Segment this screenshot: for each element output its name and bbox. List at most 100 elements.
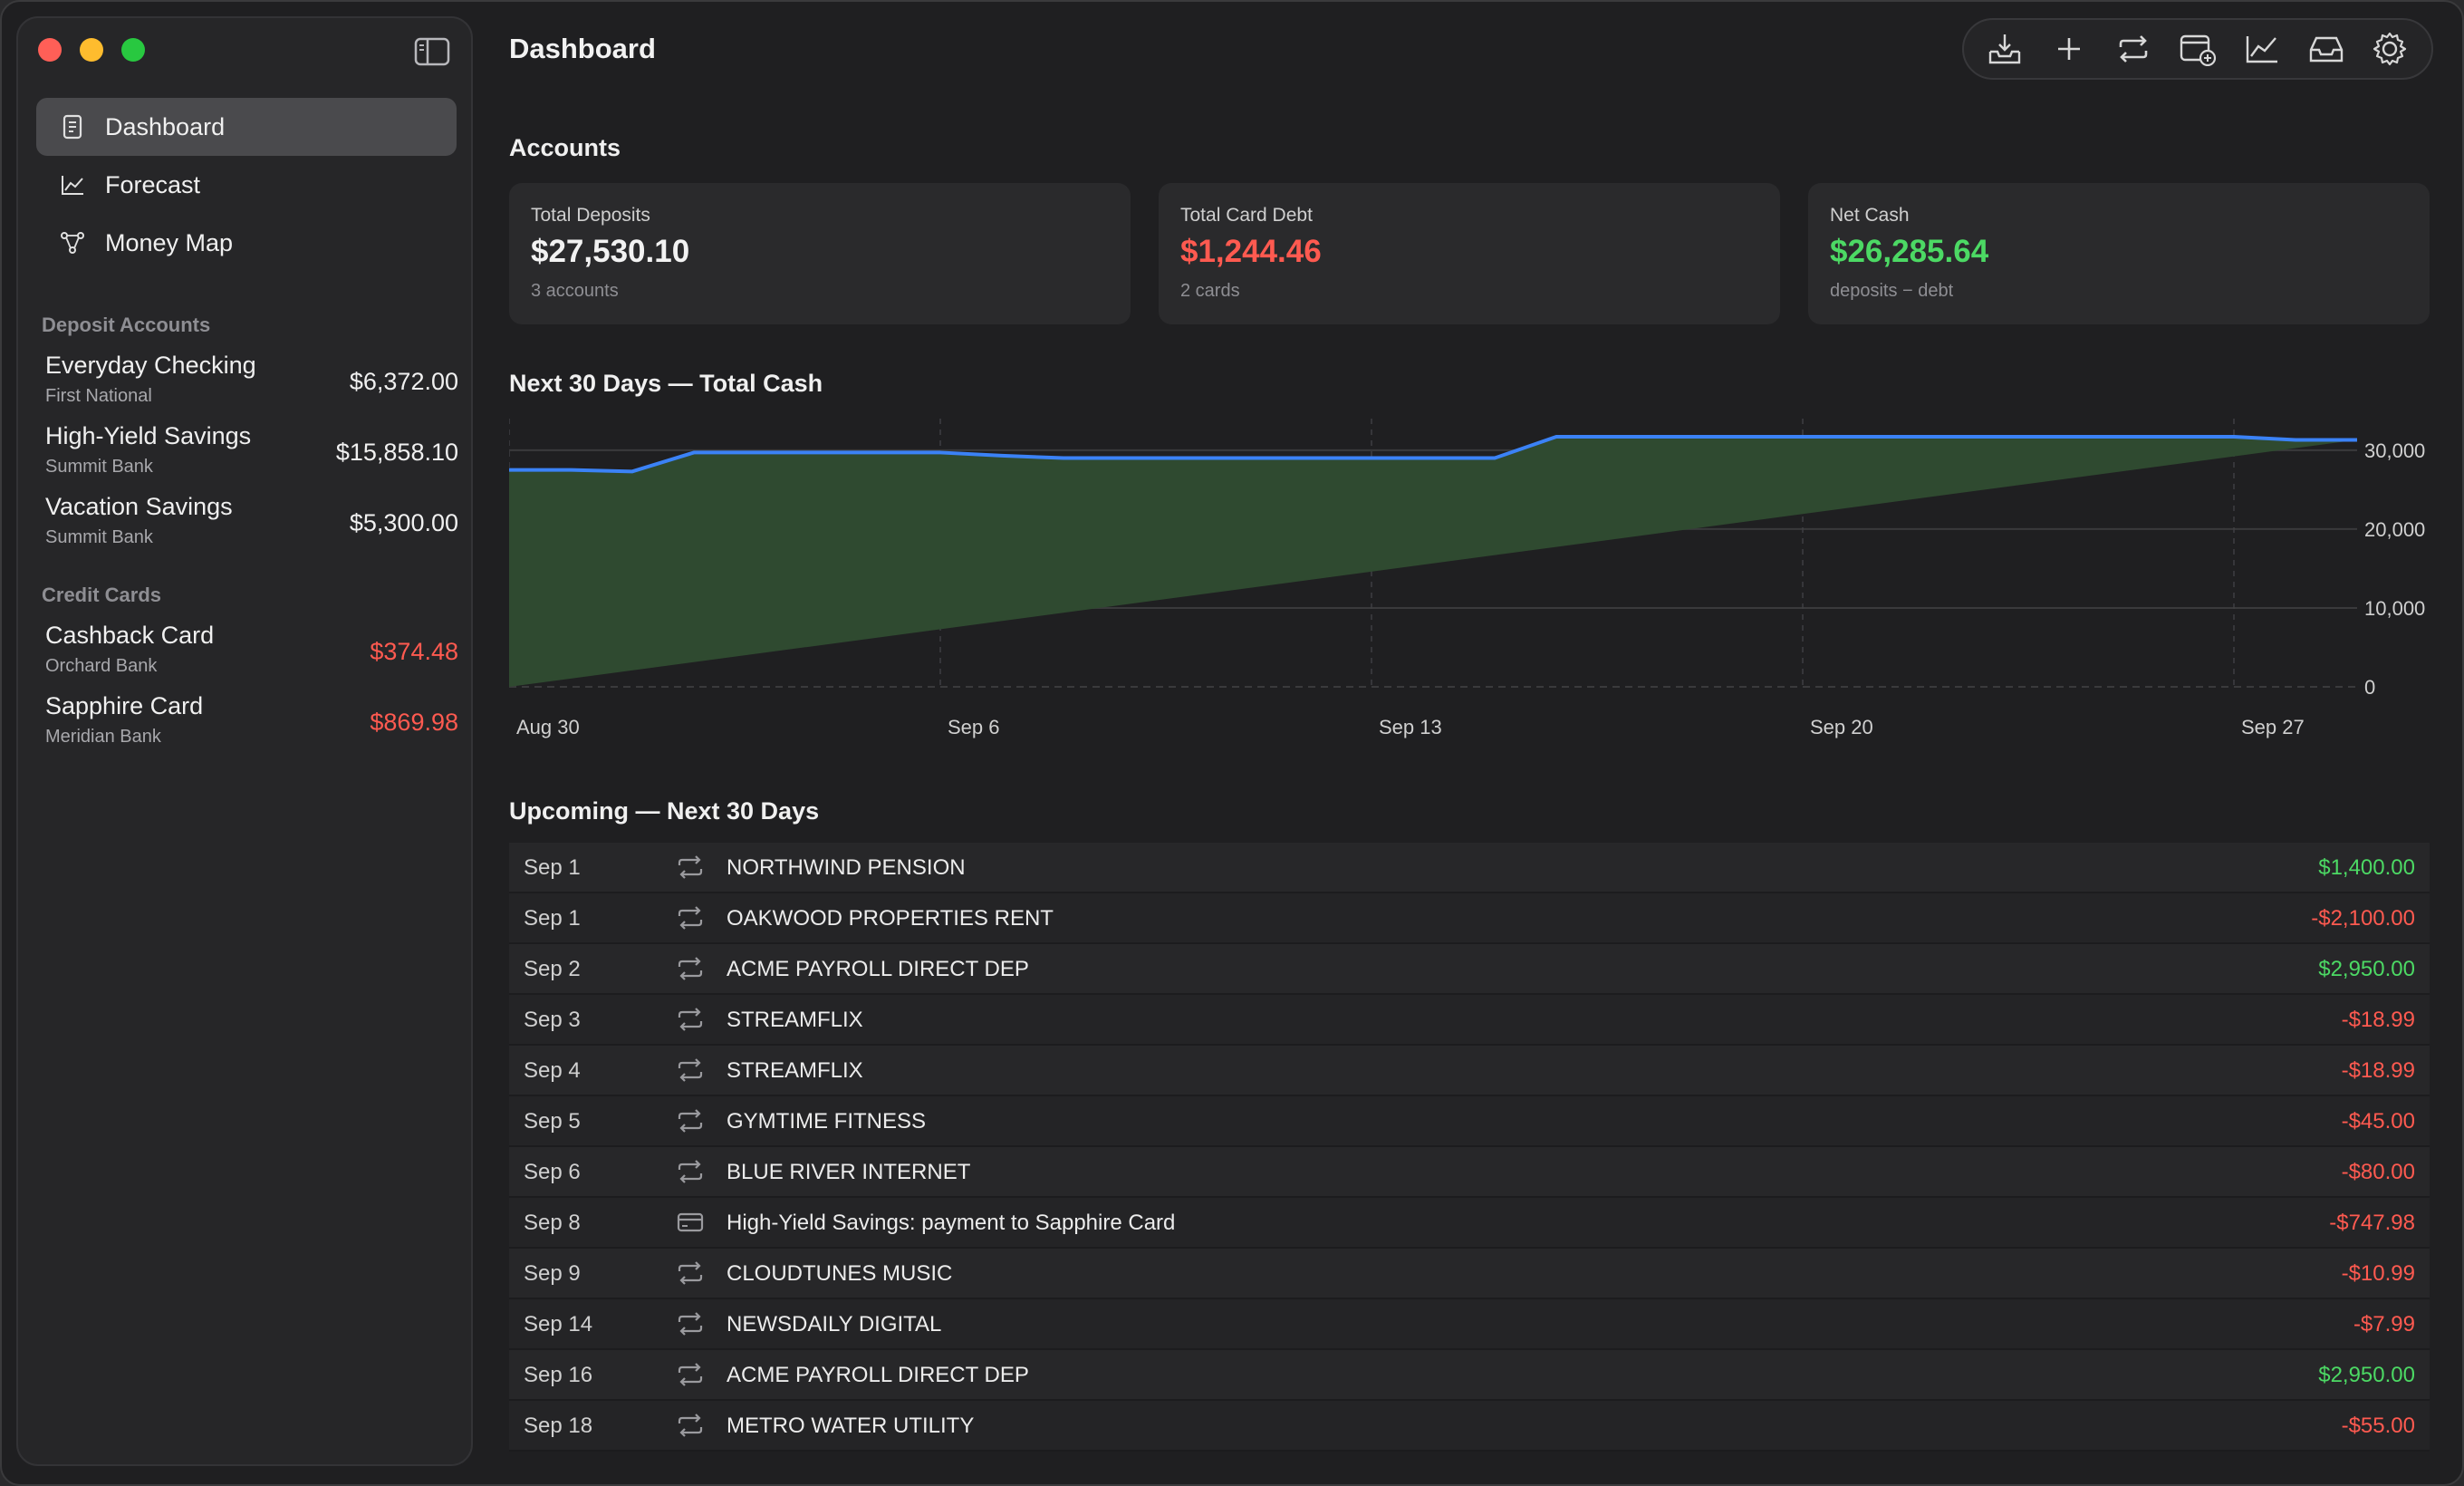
settings-icon[interactable] <box>2364 24 2415 74</box>
upcoming-heading: Upcoming — Next 30 Days <box>509 797 820 825</box>
card-balance: $374.48 <box>370 638 458 665</box>
chart-area <box>509 437 2357 687</box>
card-name: Sapphire Card <box>45 692 204 719</box>
card-label: Total Deposits <box>531 205 650 226</box>
close-window-button[interactable] <box>38 38 62 62</box>
sidebar-account-high-yield-savings[interactable]: High-Yield Savings Summit Bank $15,858.1… <box>45 422 458 493</box>
row-amount: -$2,100.00 <box>2311 906 2415 931</box>
sidebar-item-dashboard[interactable]: Dashboard <box>36 98 457 156</box>
table-row[interactable]: Sep 6 BLUE RIVER INTERNET -$80.00 <box>509 1147 2430 1198</box>
page-title: Dashboard <box>509 33 656 64</box>
table-row[interactable]: Sep 4 STREAMFLIX -$18.99 <box>509 1046 2430 1096</box>
row-name: METRO WATER UTILITY <box>727 1414 975 1438</box>
card-subtitle: 3 accounts <box>531 281 619 301</box>
sidebar-account-everyday-checking[interactable]: Everyday Checking First National $6,372.… <box>45 352 458 422</box>
sidebar-item-label: Forecast <box>105 170 201 198</box>
table-row[interactable]: Sep 16 ACME PAYROLL DIRECT DEP $2,950.00 <box>509 1350 2430 1401</box>
table-row[interactable]: Sep 2 ACME PAYROLL DIRECT DEP $2,950.00 <box>509 944 2430 995</box>
add-icon[interactable] <box>2044 24 2094 74</box>
repeat-icon <box>676 1310 705 1339</box>
row-date: Sep 4 <box>524 1058 581 1083</box>
account-name: Vacation Savings <box>45 493 233 520</box>
repeat-icon[interactable] <box>2108 24 2159 74</box>
row-name: STREAMFLIX <box>727 1008 863 1032</box>
card-value: $27,530.10 <box>531 234 690 269</box>
row-name: ACME PAYROLL DIRECT DEP <box>727 1363 1029 1387</box>
repeat-icon <box>676 955 705 984</box>
row-amount: $2,950.00 <box>2318 1363 2415 1387</box>
row-amount: -$7.99 <box>2353 1312 2415 1336</box>
repeat-icon <box>676 1361 705 1390</box>
repeat-icon <box>676 1057 705 1086</box>
x-tick-label: Sep 20 <box>1810 716 1873 738</box>
row-date: Sep 2 <box>524 957 581 981</box>
network-icon <box>58 228 87 257</box>
repeat-icon <box>676 1259 705 1288</box>
row-name: CLOUDTUNES MUSIC <box>727 1261 953 1286</box>
row-amount: -$45.00 <box>2341 1109 2415 1134</box>
sidebar-item-label: Dashboard <box>105 112 226 140</box>
account-bank: Summit Bank <box>45 457 153 477</box>
repeat-icon <box>676 1107 705 1136</box>
account-balance: $5,300.00 <box>349 509 458 536</box>
repeat-icon <box>676 1006 705 1035</box>
account-bank: Summit Bank <box>45 527 153 547</box>
chart-icon[interactable] <box>2237 24 2287 74</box>
sidebar-toggle-icon[interactable] <box>413 36 451 67</box>
zoom-window-button[interactable] <box>121 38 145 62</box>
total-deposits-card: Total Deposits $27,530.10 3 accounts <box>509 183 1131 324</box>
table-row[interactable]: Sep 18 METRO WATER UTILITY -$55.00 <box>509 1401 2430 1452</box>
calendar-add-icon[interactable] <box>2172 24 2223 74</box>
sidebar-account-vacation-savings[interactable]: Vacation Savings Summit Bank $5,300.00 <box>45 493 458 564</box>
table-row[interactable]: Sep 14 NEWSDAILY DIGITAL -$7.99 <box>509 1299 2430 1350</box>
row-amount: -$18.99 <box>2341 1008 2415 1032</box>
row-date: Sep 16 <box>524 1363 593 1387</box>
credit-card-icon <box>676 1209 705 1238</box>
row-amount: -$55.00 <box>2341 1414 2415 1438</box>
row-date: Sep 1 <box>524 855 581 880</box>
row-amount: -$18.99 <box>2341 1058 2415 1083</box>
row-date: Sep 8 <box>524 1211 581 1235</box>
table-row[interactable]: Sep 3 STREAMFLIX -$18.99 <box>509 995 2430 1046</box>
row-name: OAKWOOD PROPERTIES RENT <box>727 906 1054 931</box>
toolbar <box>1962 18 2433 80</box>
import-icon[interactable] <box>1979 24 2030 74</box>
row-date: Sep 5 <box>524 1109 581 1134</box>
row-date: Sep 1 <box>524 906 581 931</box>
row-date: Sep 6 <box>524 1160 581 1184</box>
account-bank: First National <box>45 386 152 406</box>
sidebar: Dashboard Forecast Money Map Deposit Acc… <box>16 16 473 1466</box>
row-name: High-Yield Savings: payment to Sapphire … <box>727 1211 1176 1235</box>
repeat-icon <box>676 1412 705 1441</box>
row-name: NEWSDAILY DIGITAL <box>727 1312 942 1336</box>
minimize-window-button[interactable] <box>80 38 103 62</box>
x-tick-label: Sep 27 <box>2241 716 2305 738</box>
table-row[interactable]: Sep 1 OAKWOOD PROPERTIES RENT -$2,100.00 <box>509 893 2430 944</box>
table-row[interactable]: Sep 5 GYMTIME FITNESS -$45.00 <box>509 1096 2430 1147</box>
account-balance: $15,858.10 <box>335 439 458 466</box>
repeat-icon <box>676 854 705 883</box>
row-amount: -$10.99 <box>2341 1261 2415 1286</box>
x-tick-label: Sep 13 <box>1379 716 1442 738</box>
x-tick-label: Sep 6 <box>948 716 1000 738</box>
accounts-heading: Accounts <box>509 134 621 161</box>
row-date: Sep 18 <box>524 1414 593 1438</box>
y-tick-label: 20,000 <box>2364 518 2425 541</box>
card-label: Total Card Debt <box>1180 205 1313 226</box>
main-content: Dashboard Accounts Total Deposits $27,53… <box>473 2 2462 1484</box>
row-name: BLUE RIVER INTERNET <box>727 1160 971 1184</box>
x-tick-label: Aug 30 <box>516 716 580 738</box>
sidebar-item-forecast[interactable]: Forecast <box>36 156 457 214</box>
dashboard-icon <box>58 112 87 141</box>
inbox-icon[interactable] <box>2301 24 2352 74</box>
sidebar-item-money-map[interactable]: Money Map <box>36 214 457 272</box>
chart-series-line <box>509 435 2357 474</box>
table-row[interactable]: Sep 8 High-Yield Savings: payment to Sapp… <box>509 1198 2430 1249</box>
sidebar-card-cashback[interactable]: Cashback Card Orchard Bank $374.48 <box>45 622 458 692</box>
row-amount: $2,950.00 <box>2318 957 2415 981</box>
card-subtitle: deposits − debt <box>1830 281 1954 301</box>
sidebar-card-sapphire[interactable]: Sapphire Card Meridian Bank $869.98 <box>45 692 458 763</box>
table-row[interactable]: Sep 1 NORTHWIND PENSION $1,400.00 <box>509 843 2430 893</box>
table-row[interactable]: Sep 9 CLOUDTUNES MUSIC -$10.99 <box>509 1249 2430 1299</box>
